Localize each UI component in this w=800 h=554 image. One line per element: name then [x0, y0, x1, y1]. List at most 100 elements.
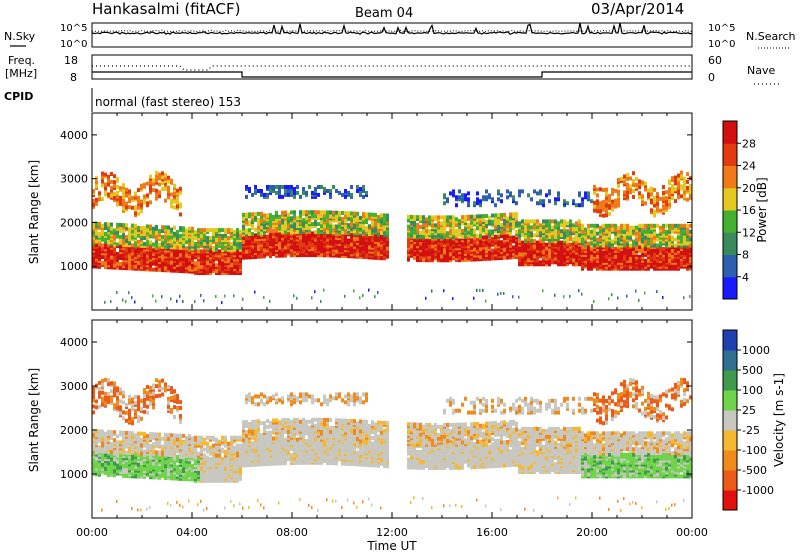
power-cell [278, 241, 281, 246]
velocity-cell [113, 381, 116, 386]
power-cell [149, 184, 152, 189]
power-cell [443, 235, 446, 240]
power-cell [137, 225, 140, 230]
power-cell [104, 186, 107, 191]
power-cell [662, 196, 665, 201]
power-cell [374, 234, 377, 239]
power-cell [629, 176, 632, 181]
power-cell [500, 193, 503, 198]
power-cell [557, 197, 560, 202]
power-cell [356, 211, 359, 216]
power-cell [170, 198, 173, 203]
velocity-cell [113, 387, 116, 392]
velocity-cell [92, 390, 95, 395]
power-cell [248, 212, 251, 217]
power-cell [665, 229, 668, 234]
power-cell [101, 243, 104, 248]
power-cell [473, 228, 476, 233]
power-cell [533, 244, 536, 249]
power-cell [626, 266, 629, 271]
power-cell [224, 257, 227, 262]
power-y-tick-label: 4000 [60, 129, 88, 142]
velocity-cell [122, 448, 125, 453]
velocity-cell [104, 377, 107, 382]
velocity-cell [95, 429, 98, 434]
power-cell [368, 212, 371, 217]
power-cell [455, 223, 458, 228]
power-cell [485, 299, 487, 303]
velocity-cell [98, 445, 101, 450]
power-cell [569, 219, 572, 224]
velocity-cell [134, 433, 137, 438]
power-cell [626, 194, 629, 199]
power-cell [470, 232, 473, 237]
power-cell [155, 170, 158, 175]
power-cell [491, 197, 494, 202]
power-cell [563, 199, 566, 204]
velocity-cell [140, 416, 143, 421]
power-cell [230, 263, 233, 268]
power-cell [290, 210, 293, 215]
power-cell [284, 226, 287, 231]
power-cell [137, 205, 140, 210]
power-cell [662, 191, 665, 195]
power-cell [431, 250, 434, 255]
power-cell [680, 235, 683, 240]
power-cell [131, 243, 134, 248]
power-cell [164, 177, 167, 182]
power-cell [200, 293, 202, 297]
velocity-cell [137, 462, 140, 467]
power-colorbar-tick-label: 4 [742, 271, 749, 284]
power-cell [143, 242, 146, 246]
power-cell [203, 249, 206, 254]
power-cell [518, 233, 521, 238]
power-cell [131, 196, 134, 200]
power-cell [203, 261, 206, 266]
power-cell [581, 201, 584, 206]
power-cell [341, 216, 344, 221]
power-cell [434, 223, 437, 228]
power-cell [614, 223, 617, 228]
power-cell [155, 259, 158, 264]
power-cell [119, 226, 122, 231]
power-cell [266, 213, 269, 218]
power-cell [479, 228, 482, 233]
power-cell [413, 234, 416, 239]
power-cell [494, 217, 497, 222]
power-cell [617, 296, 619, 300]
power-cell [317, 192, 320, 197]
power-cell [470, 253, 473, 258]
velocity-cell [140, 406, 143, 411]
power-cell [233, 245, 236, 250]
power-cell [248, 241, 251, 246]
velocity-cell [107, 455, 110, 460]
velocity-cell [143, 401, 146, 406]
power-cell [563, 295, 565, 299]
power-cell [491, 219, 494, 224]
power-cell [185, 246, 188, 251]
power-colorbar-tick-label: 28 [742, 137, 756, 150]
velocity-cell [122, 430, 125, 435]
power-cell [482, 218, 485, 223]
power-colorbar-label: Power [dB] [755, 177, 769, 242]
power-cell [128, 258, 131, 263]
power-cell [122, 183, 125, 188]
power-cell [461, 234, 464, 239]
power-cell [293, 210, 296, 215]
power-cell [101, 224, 104, 228]
power-cell [557, 231, 560, 236]
power-cell [566, 237, 569, 242]
power-cell [683, 223, 686, 228]
power-cell [542, 203, 545, 208]
power-cell [233, 294, 235, 298]
power-cell [173, 183, 176, 188]
velocity-cell [116, 440, 119, 445]
power-cell [281, 185, 284, 189]
velocity-cell [137, 419, 140, 424]
power-cell [269, 185, 272, 189]
power-cell [101, 171, 104, 176]
power-cell [581, 229, 584, 234]
velocity-cell [101, 508, 103, 512]
power-cell [263, 223, 266, 228]
velocity-cell [92, 429, 95, 434]
